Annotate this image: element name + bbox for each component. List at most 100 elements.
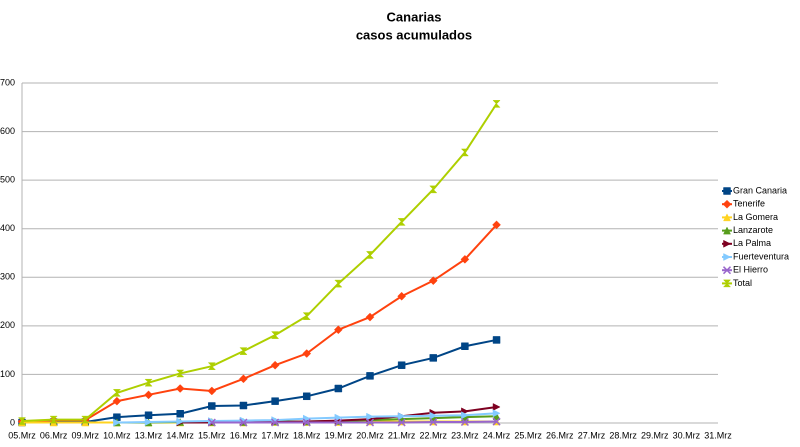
marker	[239, 374, 248, 384]
marker	[270, 360, 280, 370]
marker	[302, 349, 312, 358]
marker	[397, 291, 406, 301]
marker	[492, 409, 501, 418]
marker	[144, 378, 153, 387]
marker	[492, 220, 501, 230]
marker	[429, 185, 438, 194]
marker	[722, 279, 732, 288]
x-tick-label: 31.Mrz	[704, 430, 732, 440]
legend-label: Lanzarote	[733, 225, 773, 235]
series-line	[21, 103, 498, 423]
y-tick-label: 0	[10, 417, 15, 427]
y-tick-label: 600	[0, 126, 15, 136]
marker	[334, 384, 343, 393]
marker	[239, 418, 248, 427]
series-line	[21, 338, 497, 424]
legend-label: La Gomera	[733, 212, 778, 222]
marker	[176, 369, 185, 378]
marker	[366, 372, 374, 380]
marker	[492, 412, 501, 420]
series-line	[21, 224, 498, 423]
marker	[397, 412, 406, 421]
marker	[397, 218, 406, 226]
marker	[492, 336, 501, 344]
marker	[270, 331, 280, 339]
x-tick-label: 30.Mrz	[673, 430, 701, 440]
chart-subtitle: casos acumulados	[356, 27, 472, 42]
marker	[49, 415, 58, 424]
marker	[461, 411, 469, 420]
marker	[239, 347, 248, 355]
marker	[366, 412, 375, 421]
marker	[176, 417, 185, 426]
marker	[239, 401, 248, 410]
x-tick-label: 23.Mrz	[451, 430, 479, 440]
marker	[207, 418, 216, 427]
marker	[113, 413, 121, 421]
marker	[492, 403, 501, 411]
x-tick-label: 15.Mrz	[198, 430, 226, 440]
marker	[460, 254, 470, 264]
marker	[397, 361, 406, 369]
marker	[365, 312, 375, 322]
marker	[722, 199, 732, 209]
marker	[334, 279, 343, 288]
marker	[723, 187, 731, 195]
marker	[429, 411, 438, 420]
legend-label: El Hierro	[733, 265, 768, 275]
y-tick-label: 500	[0, 175, 15, 185]
x-tick-label: 09.Mrz	[72, 430, 100, 440]
marker	[271, 397, 279, 405]
legend-label: Tenerife	[733, 199, 765, 209]
x-tick-label: 25.Mrz	[514, 430, 542, 440]
marker	[460, 148, 470, 157]
legend-label: Gran Canaria	[733, 185, 787, 195]
x-tick-label: 10.Mrz	[103, 430, 131, 440]
marker	[334, 325, 343, 335]
y-tick-label: 100	[0, 369, 15, 379]
marker	[365, 418, 375, 427]
marker	[429, 354, 438, 362]
marker	[460, 417, 469, 427]
marker	[723, 239, 732, 248]
marker	[334, 413, 343, 422]
chart-title: Canarias	[387, 9, 442, 24]
x-tick-label: 06.Mrz	[40, 430, 68, 440]
marker	[723, 213, 731, 222]
marker	[397, 418, 406, 427]
legend-label: La Palma	[733, 238, 771, 248]
marker	[302, 392, 311, 401]
series-line	[211, 420, 497, 424]
marker	[112, 396, 122, 406]
x-tick-label: 26.Mrz	[546, 430, 574, 440]
x-tick-label: 22.Mrz	[420, 430, 448, 440]
y-tick-label: 700	[0, 77, 15, 87]
marker	[334, 418, 343, 427]
x-tick-label: 19.Mrz	[325, 430, 353, 440]
marker	[492, 100, 501, 108]
marker	[175, 384, 185, 393]
x-tick-label: 29.Mrz	[641, 430, 669, 440]
marker	[722, 266, 732, 275]
y-tick-label: 200	[0, 320, 15, 330]
marker	[723, 226, 731, 235]
x-tick-label: 24.Mrz	[483, 430, 511, 440]
marker	[302, 418, 311, 427]
marker	[144, 390, 153, 400]
marker	[144, 411, 153, 419]
marker	[723, 253, 732, 261]
marker	[81, 415, 90, 424]
y-tick-label: 400	[0, 223, 15, 233]
x-tick-label: 18.Mrz	[293, 430, 321, 440]
marker	[428, 276, 438, 286]
marker	[302, 312, 311, 320]
marker	[429, 417, 438, 427]
marker	[207, 362, 216, 370]
marker	[492, 417, 501, 426]
legend-label: Total	[733, 278, 752, 288]
x-tick-label: 05.Mrz	[8, 430, 36, 440]
legend-label: Fuerteventura	[733, 251, 789, 261]
marker	[207, 386, 217, 396]
x-tick-label: 16.Mrz	[230, 430, 258, 440]
marker	[208, 402, 216, 410]
